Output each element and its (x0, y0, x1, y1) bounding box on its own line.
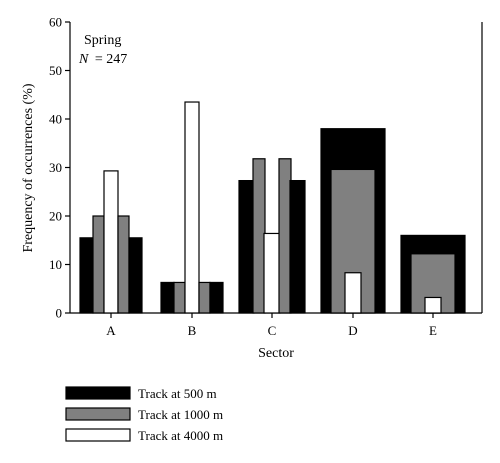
y-tick-label: 50 (49, 63, 62, 78)
bar-B-500m (160, 281, 175, 314)
sample-size-label: N = 247 (78, 52, 127, 67)
x-axis-title: Sector (258, 346, 294, 361)
bar-D-4000m (344, 272, 362, 314)
legend-item: Track at 500 m (65, 386, 217, 401)
season-label: Spring (84, 33, 121, 48)
bar-C-500m (289, 179, 306, 314)
y-tick-label: 30 (49, 160, 62, 175)
legend-label: Track at 1000 m (138, 407, 223, 422)
sector-group-C (238, 158, 306, 314)
y-tick-label: 0 (56, 306, 63, 321)
sector-group-A (79, 170, 143, 314)
bar-B-1000m (173, 281, 186, 314)
bar-A-1000m (92, 215, 105, 314)
bar-B-4000m (184, 101, 200, 314)
x-ticks: A B C D E (106, 313, 437, 338)
sample-size-value: = 247 (95, 52, 127, 67)
bar-E-4000m (424, 296, 442, 314)
bar-C-4000m (263, 232, 281, 314)
bar-C-1000m (278, 158, 292, 314)
y-ticks: 0 10 20 30 40 50 60 (49, 15, 70, 321)
x-tick-label-A: A (106, 323, 116, 338)
y-tick-label: 20 (49, 209, 62, 224)
sector-group-B (160, 101, 224, 314)
x-tick-label-E: E (429, 323, 437, 338)
bar-C-1000m (252, 158, 266, 314)
legend: Track at 500 m Track at 1000 m Track at 40… (65, 386, 223, 443)
legend-swatch (65, 386, 131, 400)
legend-label: Track at 500 m (138, 386, 217, 401)
bar-A-1000m (117, 215, 130, 314)
bar-A-500m (128, 237, 143, 314)
legend-item: Track at 1000 m (65, 407, 223, 422)
x-tick-label-C: C (268, 323, 277, 338)
bars (79, 101, 466, 314)
bar-A-500m (79, 237, 94, 314)
y-tick-label: 60 (49, 15, 62, 30)
bar-B-1000m (198, 281, 211, 314)
y-tick-label: 40 (49, 112, 62, 127)
bar-B-500m (209, 281, 224, 314)
y-tick-label: 10 (49, 257, 62, 272)
bar-C-500m (238, 179, 255, 314)
x-tick-label-B: B (188, 323, 197, 338)
sample-size-symbol: N (78, 52, 89, 67)
y-axis-title: Frequency of occurrences (%) (21, 83, 36, 252)
legend-swatch (65, 407, 131, 421)
legend-item: Track at 4000 m (65, 428, 223, 443)
legend-label: Track at 4000 m (138, 428, 223, 443)
sector-group-E (400, 234, 466, 314)
legend-swatch (65, 428, 131, 442)
x-tick-label-D: D (348, 323, 357, 338)
bar-A-4000m (103, 170, 119, 314)
sector-group-D (320, 128, 386, 314)
